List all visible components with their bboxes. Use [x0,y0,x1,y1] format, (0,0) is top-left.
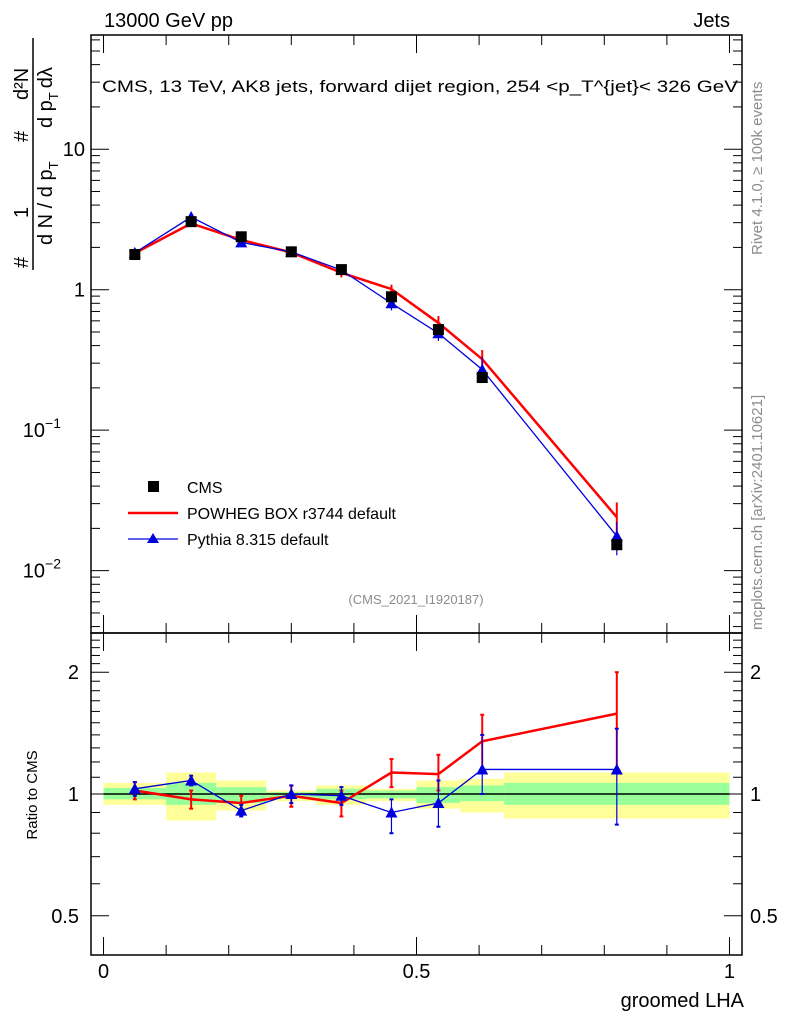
ratio-y-tick-label-right: 2 [750,662,761,684]
x-tick-label: 0.5 [403,961,431,983]
ratio-pythia-point [335,789,348,801]
pythia-point [385,297,398,309]
legend-pythia-label: Pythia 8.315 default [187,532,329,549]
cms-data-point [185,216,197,228]
main-y-tick-label: 1 [74,280,85,302]
header-left: 13000 GeV pp [104,10,233,32]
ylabel-den-a-sub: T [46,161,61,169]
cms-data-point [432,324,444,336]
ylabel-hash-1: # [11,256,33,268]
main-y-tick-label: 10 [63,139,85,161]
ratio-y-tick-label-right: 1 [750,784,761,806]
chart-marks [128,211,623,835]
ylabel-den-a: d N / d pT [35,161,61,245]
ylabel-den-a-text: d N / d p [35,169,57,245]
x-tick-label: 0 [98,961,109,983]
ratio-y-tick-label-left: 0.5 [51,906,79,928]
header-right: Jets [693,10,730,32]
analysis-watermark: (CMS_2021_I1920187) [348,592,483,607]
cms-data-point [285,246,297,258]
ratio-y-tick-label-right: 0.5 [750,906,778,928]
axes: 10−2 10−1 1 10 0.5 0.5 1 1 2 2 0 0.5 1 [23,34,778,983]
cms-data-point [385,291,397,303]
legend-pythia-marker [147,533,159,543]
x-tick-label: 1 [724,961,735,983]
side-text-mcplots: mcplots.cern.ch [arXiv:2401.10621] [749,395,766,630]
ratio-pythia-point [385,806,398,818]
ratio-pythia-point [476,763,489,775]
ratio-pythia-point [610,763,623,775]
x-axis-label: groomed LHA [621,990,745,1012]
ylabel-den-b-text: d p [35,100,57,128]
ratio-pythia-point [128,782,141,794]
legend-cms-label: CMS [187,480,223,497]
legend-powheg-label: POWHEG BOX r3744 default [187,506,397,523]
pythia-point [610,530,623,542]
ratio-y-tick-label-left: 2 [68,662,79,684]
ratio-bands [103,772,730,821]
main-y-tick-label: 10−2 [23,556,61,583]
ylabel-den-b-lambda: dλ [35,67,57,88]
ratio-pythia-point [285,788,298,799]
plot-title: CMS, 13 TeV, AK8 jets, forward dijet reg… [102,77,739,96]
ratio-pythia-point [185,774,198,786]
pythia-point [476,363,489,375]
ratio-y-tick-label-left: 1 [68,784,79,806]
legend: CMS POWHEG BOX r3744 default Pythia 8.31… [128,480,397,549]
y-axis-label: # 1 d N / d pT # d²N d pTdλ [11,38,61,270]
ylabel-den-b-sub: T [46,92,61,100]
ylabel-hash-2: # [11,130,33,142]
ylabel-num-b: d²N [11,68,33,100]
main-line-powheg [134,222,618,519]
main-y-tick-label: 10−1 [23,415,61,442]
ylabel-num-a: 1 [11,207,33,218]
legend-cms-marker [148,481,159,492]
ratio-y-label: Ratio to CMS [24,750,41,839]
cms-data-point [235,231,247,243]
cms-data-point [335,264,347,276]
side-text-rivet: Rivet 4.1.0, ≥ 100k events [749,82,766,255]
ylabel-den-b: d pTdλ [35,67,61,128]
ratio-pythia-point [235,804,248,816]
cms-data-point [129,249,141,261]
ratio-pythia-point [432,797,445,809]
cms-data-point [611,539,623,551]
cms-data-point [476,372,488,384]
